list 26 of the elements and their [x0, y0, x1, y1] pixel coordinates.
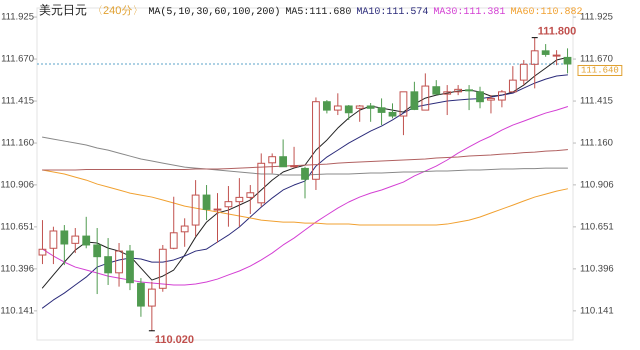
y2-tick-label: 111.160 [580, 138, 613, 149]
annotation: MA(5,10,30,60,100,200) [148, 6, 280, 18]
y2-tick-label: 111.925 [580, 12, 613, 23]
text: MA5:111.680 [285, 7, 352, 18]
y2-tick-label: 110.396 [580, 263, 614, 274]
annotation: 111.800 [538, 26, 576, 38]
y-tick-label: 110.651 [0, 221, 34, 232]
ref-line-label: 111.640 [581, 65, 619, 76]
y-tick-label: 110.906 [0, 179, 34, 190]
chart-title: 美元日元 [39, 3, 87, 17]
y-tick-label: 110.396 [0, 263, 34, 274]
y-tick-label: 111.925 [1, 12, 34, 23]
y2-tick-label: 111.670 [580, 54, 613, 65]
text: MA30:111.381 [433, 7, 506, 18]
y2-tick-label: 110.906 [580, 179, 614, 190]
text: MA10:111.574 [356, 7, 428, 18]
y2-tick-label: 110.651 [580, 221, 614, 232]
y-tick-label: 111.415 [1, 96, 34, 107]
text: MA60:110.882 [510, 7, 582, 18]
annotation: 110.020 [154, 334, 194, 346]
chart-subtitle: 〈240分〉 [92, 5, 144, 17]
y-tick-label: 110.141 [0, 305, 34, 316]
y2-tick-label: 111.415 [580, 96, 613, 107]
y-tick-label: 111.160 [1, 138, 34, 149]
y-tick-label: 111.670 [1, 54, 34, 65]
y2-tick-label: 110.141 [580, 305, 614, 316]
